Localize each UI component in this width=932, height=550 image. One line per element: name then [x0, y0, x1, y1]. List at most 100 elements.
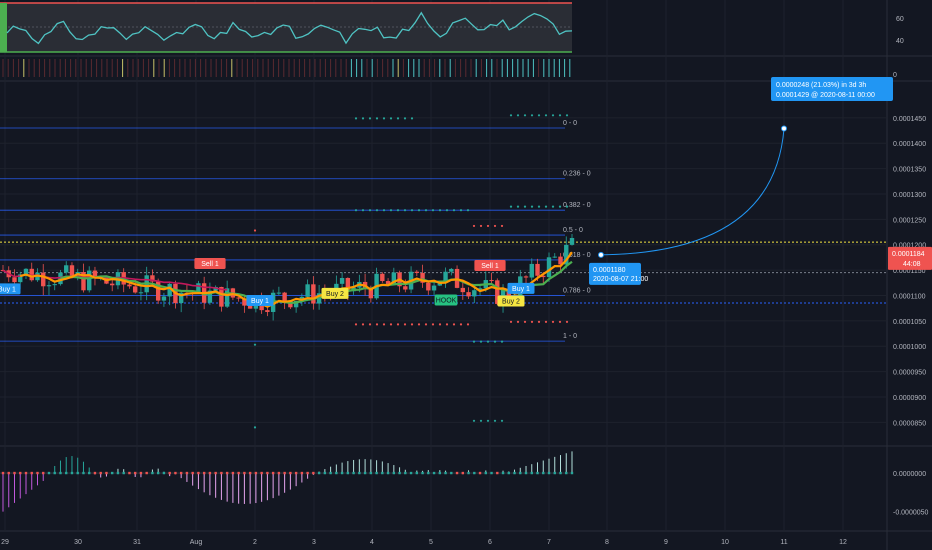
candle-body: [552, 256, 557, 258]
macd-signal-mark: [438, 471, 442, 475]
macd-signal-mark: [329, 471, 332, 475]
macd-signal-mark: [19, 471, 22, 475]
pivot-dot: [530, 320, 534, 323]
price-tick-label: 0.0001400: [893, 141, 926, 148]
signal-label-text: Sell 1: [201, 261, 219, 268]
price-tick-label: 0.0001150: [893, 268, 926, 275]
macd-signal-mark: [156, 471, 160, 475]
projection-target-point: [781, 125, 787, 132]
candle-body: [535, 263, 540, 276]
pivot-dot: [500, 224, 504, 228]
pivot-dot: [410, 117, 414, 120]
macd-signal-mark: [128, 471, 131, 475]
candle-body: [403, 286, 408, 290]
x-tick-label: 3: [312, 539, 316, 546]
pivot-dot: [466, 323, 470, 326]
macd-signal-mark: [122, 471, 125, 475]
fib-label: 0 - 0: [563, 120, 577, 127]
pivot-dot: [424, 323, 428, 326]
pivot-dot: [486, 419, 490, 422]
price-tick-label: 0.0001350: [893, 167, 926, 174]
macd-signal-mark: [519, 471, 522, 475]
candle-body: [138, 292, 144, 294]
pivot-dot: [389, 209, 393, 212]
macd-signal-mark: [59, 471, 62, 475]
macd-signal-mark: [484, 471, 487, 475]
candle-body: [316, 293, 322, 304]
x-tick-label: 5: [429, 539, 433, 546]
price-tick-label: 0.0001300: [893, 192, 926, 199]
macd-signal-mark: [432, 471, 436, 475]
candle-body: [293, 300, 299, 308]
macd-signal-mark: [36, 471, 39, 475]
volume-strip: [2, 59, 571, 77]
pivot-dot: [368, 209, 372, 212]
pivot-dot: [354, 117, 358, 120]
macd-signal-mark: [461, 471, 464, 475]
macd-signal-mark: [208, 471, 212, 475]
candle-body: [345, 277, 351, 292]
macd-signal-mark: [352, 471, 355, 475]
x-tick-label: 11: [780, 539, 787, 546]
projection-curve: [600, 128, 785, 256]
pivot-dot: [431, 323, 435, 326]
macd-signal-mark: [145, 471, 148, 475]
macd-signal-mark: [70, 471, 74, 475]
macd-signal-mark: [185, 471, 189, 475]
pivot-dot: [389, 117, 393, 120]
macd-signal-mark: [1, 471, 5, 475]
macd-signal-mark: [7, 471, 10, 475]
macd-signal-mark: [444, 471, 447, 475]
macd-signal-mark: [105, 471, 108, 475]
macd-signal-mark: [266, 471, 269, 475]
pivot-dot: [417, 209, 421, 212]
macd-histogram: [0, 451, 574, 512]
macd-signal-mark: [467, 471, 470, 475]
pivot-dot: [509, 320, 513, 323]
macd-signal-mark: [323, 471, 327, 475]
macd-signal-mark: [191, 471, 194, 475]
macd-signal-mark: [513, 471, 516, 475]
signal-label-box: [507, 282, 535, 294]
pivot-dot: [375, 209, 379, 212]
x-tick-label: 12: [839, 539, 847, 546]
pivot-dot: [459, 209, 463, 212]
pivot-dot: [544, 320, 548, 323]
candle-body: [150, 275, 155, 282]
x-tick-label: 9: [664, 539, 668, 546]
x-tick-label: 2: [253, 539, 257, 546]
pivot-dot: [565, 205, 569, 208]
current-price-value: 0.0001184: [892, 251, 925, 258]
pivot-dot: [486, 340, 490, 343]
macd-signal-mark: [254, 471, 258, 475]
candle-body: [242, 298, 247, 306]
macd-signal-mark: [93, 471, 97, 475]
candle-body: [29, 268, 34, 281]
macd-tick-label: 0.0000000: [893, 471, 926, 478]
fib-label: 0.786 - 0: [563, 287, 591, 294]
pivot-dot: [509, 114, 513, 117]
candle-body: [224, 288, 230, 307]
pivot-dot: [410, 323, 414, 326]
macd-signal-mark: [312, 471, 315, 475]
candle-body: [431, 285, 437, 291]
candle-body: [52, 284, 57, 286]
candle-body: [489, 280, 494, 282]
macd-signal-mark: [133, 471, 137, 475]
pivot-dot: [253, 426, 257, 429]
macd-signal-mark: [47, 471, 51, 475]
macd-signal-mark: [421, 471, 424, 475]
projection[interactable]: 0.0001180 2020-08-07 21:00 0.0000248 (21.0…: [589, 77, 893, 285]
pivot-dot: [537, 205, 541, 208]
macd-signal-mark: [283, 471, 286, 475]
projection-target-box: [771, 77, 893, 101]
macd-signal-mark: [455, 471, 459, 475]
pivot-dot: [368, 117, 372, 120]
macd-signal-mark: [116, 471, 120, 475]
macd-signal-mark: [570, 471, 574, 475]
macd-signal-mark: [542, 471, 545, 475]
candle-body: [466, 292, 471, 297]
moving-averages: [2, 251, 573, 308]
pivot-dot: [354, 209, 358, 212]
